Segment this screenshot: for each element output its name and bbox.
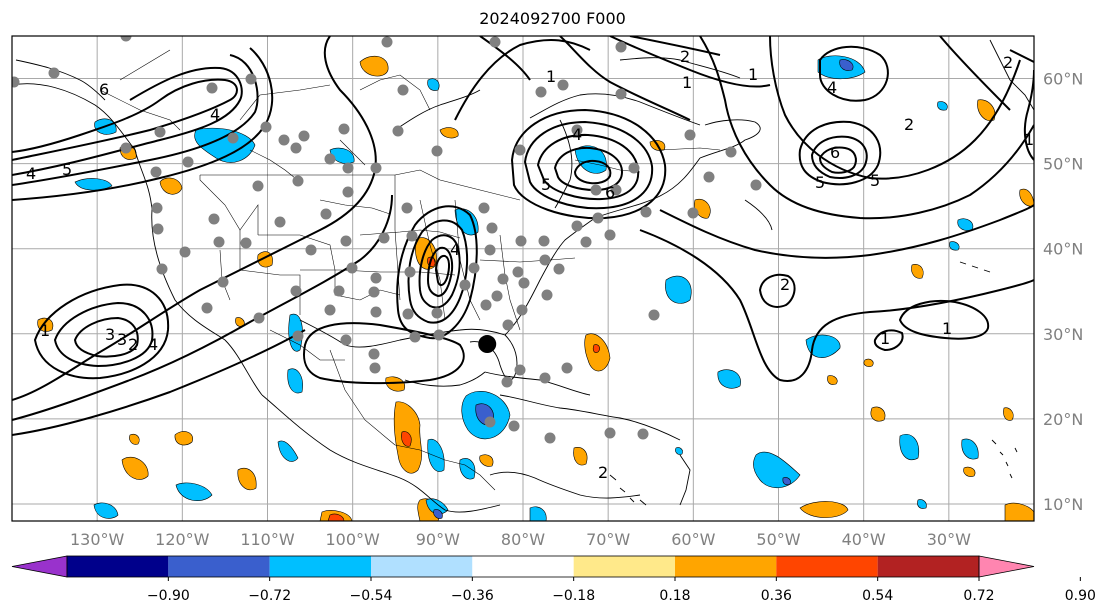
contour-lines	[12, 36, 1034, 436]
contour-label: 1	[40, 321, 50, 340]
contour-label: 5	[870, 171, 880, 190]
contour-label: 6	[605, 183, 615, 202]
contour-label: 1	[682, 73, 692, 92]
shaded-anomaly-patches	[37, 55, 1034, 521]
contour-label: 2	[128, 335, 138, 354]
colorbar-segment	[67, 556, 169, 577]
contour-label: 6	[99, 80, 109, 99]
latitude-label: 60°N	[1043, 70, 1083, 89]
colorbar-segment	[371, 556, 473, 577]
colorbar-segment	[877, 556, 979, 577]
colorbar-segment	[675, 556, 777, 577]
contour-label: 1	[880, 329, 890, 348]
contour-label: 4	[450, 240, 460, 259]
colorbar-segment	[472, 556, 574, 577]
colorbar-tick-label: 0.90	[1065, 588, 1096, 604]
contour-label: 2	[680, 47, 690, 66]
colorbar-segment	[168, 556, 270, 577]
colorbar: −0.90 −0.72 −0.54 −0.36 −0.18 0.18 0.36 0.54 0.7…	[11, 555, 1096, 604]
contour-label: 5	[541, 175, 551, 194]
contour-label: 4	[26, 164, 36, 183]
colorbar-outline	[66, 555, 980, 578]
longitude-label: 50°W	[756, 530, 800, 549]
contour-label: 3	[117, 330, 127, 349]
longitude-label: 40°W	[842, 530, 886, 549]
longitude-label: 110°W	[240, 530, 295, 549]
colorbar-tick-label: −0.72	[248, 588, 291, 604]
contour-label: 1	[748, 65, 758, 84]
latitude-label: 40°N	[1043, 240, 1083, 259]
colorbar-segment	[776, 556, 878, 577]
longitude-label: 70°W	[586, 530, 630, 549]
contour-label: 2	[1003, 53, 1013, 72]
contour-label: 4	[148, 335, 158, 354]
colorbar-extend-high	[978, 555, 1035, 578]
colorbar-segment	[269, 556, 371, 577]
longitude-label: 100°W	[325, 530, 380, 549]
colorbar-tick-label: −0.36	[451, 588, 494, 604]
colorbar-tick-label: 0.54	[862, 588, 893, 604]
contour-label: 1	[546, 67, 556, 86]
contour-label: 4	[210, 105, 220, 124]
latitude-label: 50°N	[1043, 155, 1083, 174]
contour-label: 3	[105, 325, 115, 344]
colorbar-tick-label: −0.90	[147, 588, 190, 604]
contour-label: 5	[62, 160, 72, 179]
contour-label: 2	[598, 463, 608, 482]
latitude-label: 30°N	[1043, 325, 1083, 344]
colorbar-tick-label: −0.18	[552, 588, 595, 604]
colorbar-extend-low	[11, 555, 68, 578]
colorbar-tick-label: 0.18	[659, 588, 690, 604]
longitude-label: 80°W	[501, 530, 545, 549]
latitude-labels: 10°N 20°N 30°N 40°N 50°N 60°N	[1043, 70, 1083, 514]
colorbar-tick-label: −0.54	[350, 588, 393, 604]
coastlines	[12, 39, 1034, 513]
longitude-labels: 130°W 120°W 110°W 100°W 90°W 80°W 70°W 60°W 50°W…	[70, 530, 971, 549]
longitude-label: 30°W	[927, 530, 971, 549]
colorbar-tick-label: 0.36	[761, 588, 792, 604]
map-title: 2024092700 F000	[479, 9, 626, 28]
longitude-label: 130°W	[70, 530, 125, 549]
colorbar-segment	[573, 556, 675, 577]
contour-label: 1	[942, 319, 952, 338]
station-markers	[12, 36, 762, 444]
contour-label: 5	[815, 173, 825, 192]
political-borders	[99, 49, 721, 491]
storm-center-marker	[478, 335, 497, 354]
colorbar-tick-label: 0.72	[963, 588, 994, 604]
longitude-label: 90°W	[416, 530, 460, 549]
contour-label: 1	[1024, 130, 1034, 149]
contour-label: 6	[830, 143, 840, 162]
longitude-label: 60°W	[671, 530, 715, 549]
map-frame	[11, 35, 1035, 522]
contour-label: 4	[827, 78, 837, 97]
contour-labels: 6 4 5 4 3 2 1 3 4 1 4 1 5 6 2 1 4 5 6 1 …	[26, 47, 1034, 482]
contour-label: 2	[780, 275, 790, 294]
longitude-label: 120°W	[155, 530, 210, 549]
latitude-label: 20°N	[1043, 410, 1083, 429]
contour-label: 4	[572, 125, 582, 144]
contour-label: 2	[904, 115, 914, 134]
latitude-label: 10°N	[1043, 495, 1083, 514]
